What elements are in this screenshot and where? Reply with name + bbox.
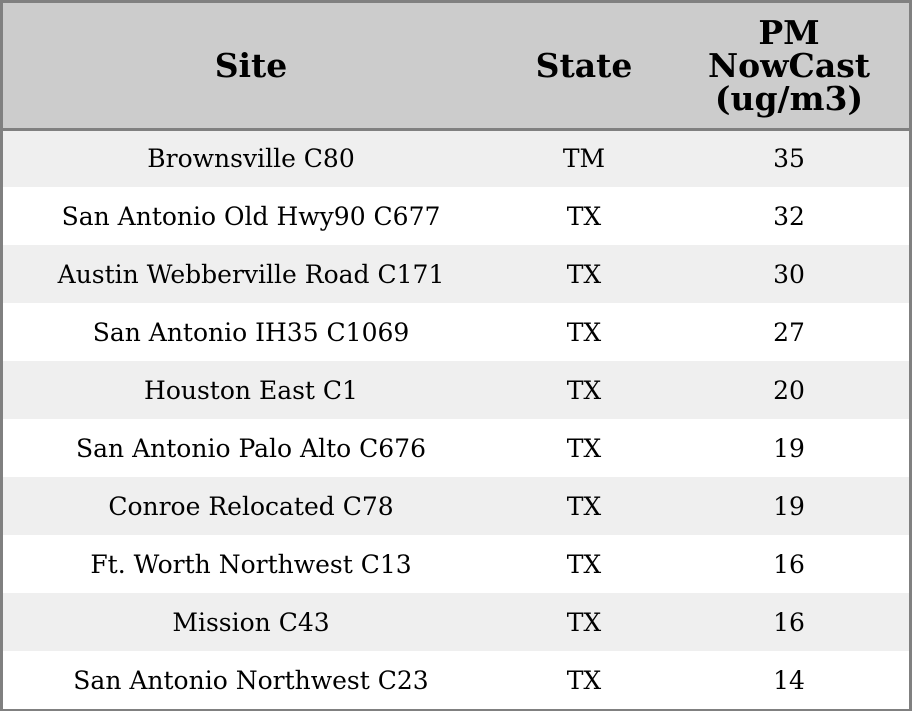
cell-pm: 30 [773,259,805,289]
table-row: San Antonio IH35 C1069 TX 27 [3,303,909,361]
cell-pm: 35 [773,144,805,174]
table-row: Houston East C1 TX 20 [3,361,909,419]
cell-state: TX [566,607,602,637]
column-header-site: Site [3,3,499,131]
cell-pm: 19 [773,491,805,521]
cell-state: TX [566,491,602,521]
cell-site: Mission C43 [172,607,330,637]
cell-site: San Antonio Old Hwy90 C677 [61,201,441,231]
table-body: Brownsville C80 TM 35 San Antonio Old Hw… [3,129,909,709]
table-row: Conroe Relocated C78 TX 19 [3,477,909,535]
cell-state: TX [566,433,602,463]
cell-site: Houston East C1 [144,375,358,405]
cell-pm: 16 [773,607,805,637]
cell-pm: 32 [773,201,805,231]
column-header-state: State [499,3,669,131]
table-row: Mission C43 TX 16 [3,593,909,651]
header-row: Site State PM NowCast (ug/m3) [3,3,909,131]
cell-site: Conroe Relocated C78 [108,491,394,521]
cell-site: San Antonio Northwest C23 [73,665,429,695]
cell-state: TX [566,259,602,289]
cell-pm: 20 [773,375,805,405]
cell-state: TX [566,201,602,231]
column-header-pm-line-2: NowCast [707,45,871,85]
cell-site: Brownsville C80 [147,144,355,174]
cell-site: Austin Webberville Road C171 [57,259,445,289]
cell-state: TX [566,665,602,695]
pm-nowcast-table: Site State PM NowCast (ug/m3) Brownsvill… [3,3,909,709]
column-header-pm-line-1: PM [758,12,820,52]
cell-state: TX [566,375,602,405]
cell-site: San Antonio IH35 C1069 [92,317,410,347]
table-row: San Antonio Old Hwy90 C677 TX 32 [3,187,909,245]
table-row: Ft. Worth Northwest C13 TX 16 [3,535,909,593]
cell-pm: 14 [773,665,805,695]
table-row: Austin Webberville Road C171 TX 30 [3,245,909,303]
cell-state: TX [566,549,602,579]
column-header-pm-line-3: (ug/m3) [714,78,864,118]
cell-pm: 16 [773,549,805,579]
table-row: San Antonio Northwest C23 TX 14 [3,651,909,709]
column-header-pm-nowcast: PM NowCast (ug/m3) [669,3,909,131]
cell-state: TX [566,317,602,347]
cell-site: Ft. Worth Northwest C13 [90,549,412,579]
cell-pm: 27 [773,317,805,347]
cell-site: San Antonio Palo Alto C676 [76,433,426,463]
table-header: Site State PM NowCast (ug/m3) [3,3,909,131]
cell-state: TM [562,144,606,174]
cell-pm: 19 [773,433,805,463]
table-row: Brownsville C80 TM 35 [3,129,909,187]
table-row: San Antonio Palo Alto C676 TX 19 [3,419,909,477]
